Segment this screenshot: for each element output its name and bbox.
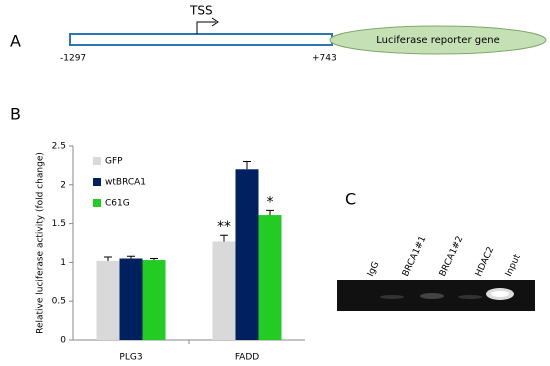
legend-swatch: [93, 157, 101, 165]
legend-swatch: [93, 199, 101, 207]
bar: [235, 169, 259, 340]
error-bar: [104, 256, 112, 261]
band: [458, 295, 482, 299]
x-tick-label: PLG3: [119, 353, 142, 363]
legend-label: wtBRCA1: [105, 178, 146, 188]
promoter-box: [69, 33, 333, 46]
panel-label: B: [10, 105, 21, 124]
lane-label: IgG: [366, 260, 382, 278]
y-axis-label: Relative luciferase activity (fold chang…: [36, 152, 46, 334]
legend-swatch: [93, 178, 101, 186]
bar: [258, 215, 282, 340]
y-tick-label: 2: [60, 180, 66, 190]
error-bar: [150, 258, 158, 261]
error-bar: [220, 234, 228, 242]
bar: [96, 260, 120, 340]
band: [380, 295, 404, 299]
error-bar: [243, 161, 251, 170]
start-label: -1297: [60, 54, 86, 64]
y-tick-label: 0.5: [52, 297, 66, 307]
y-tick-label: 1: [60, 258, 66, 268]
significance: *: [267, 194, 274, 210]
end-label: +743: [312, 54, 337, 64]
band: [420, 293, 444, 299]
y-tick-label: 2.5: [52, 142, 66, 152]
reporter-ellipse: [329, 25, 547, 55]
tss-arrowhead: [211, 17, 219, 27]
lane-label: HDAC2: [474, 245, 496, 278]
tss-label: TSS: [189, 4, 213, 18]
y-tick-label: 0: [60, 336, 66, 346]
band: [491, 291, 509, 297]
bar: [142, 260, 166, 340]
bar: [119, 258, 143, 340]
lane-label: Input: [504, 253, 523, 279]
error-bar: [127, 255, 135, 259]
x-tick-label: FADD: [235, 353, 259, 363]
error-bar: [266, 209, 274, 216]
panel-label: A: [10, 32, 21, 51]
panel-label: C: [345, 190, 356, 209]
legend-label: GFP: [105, 157, 123, 167]
legend-label: C61G: [105, 199, 130, 209]
bar: [212, 241, 236, 340]
significance: **: [217, 219, 231, 235]
tss-arrow: [196, 21, 216, 34]
lane-labels: IgG BRCA1#1 BRCA1#2 HDAC2 Input: [366, 235, 523, 279]
lane-label: BRCA1#1: [401, 235, 428, 279]
lane-label: BRCA1#2: [438, 235, 465, 279]
reporter-label: Luciferase reporter gene: [376, 35, 499, 46]
y-tick-label: 1.5: [52, 219, 66, 229]
